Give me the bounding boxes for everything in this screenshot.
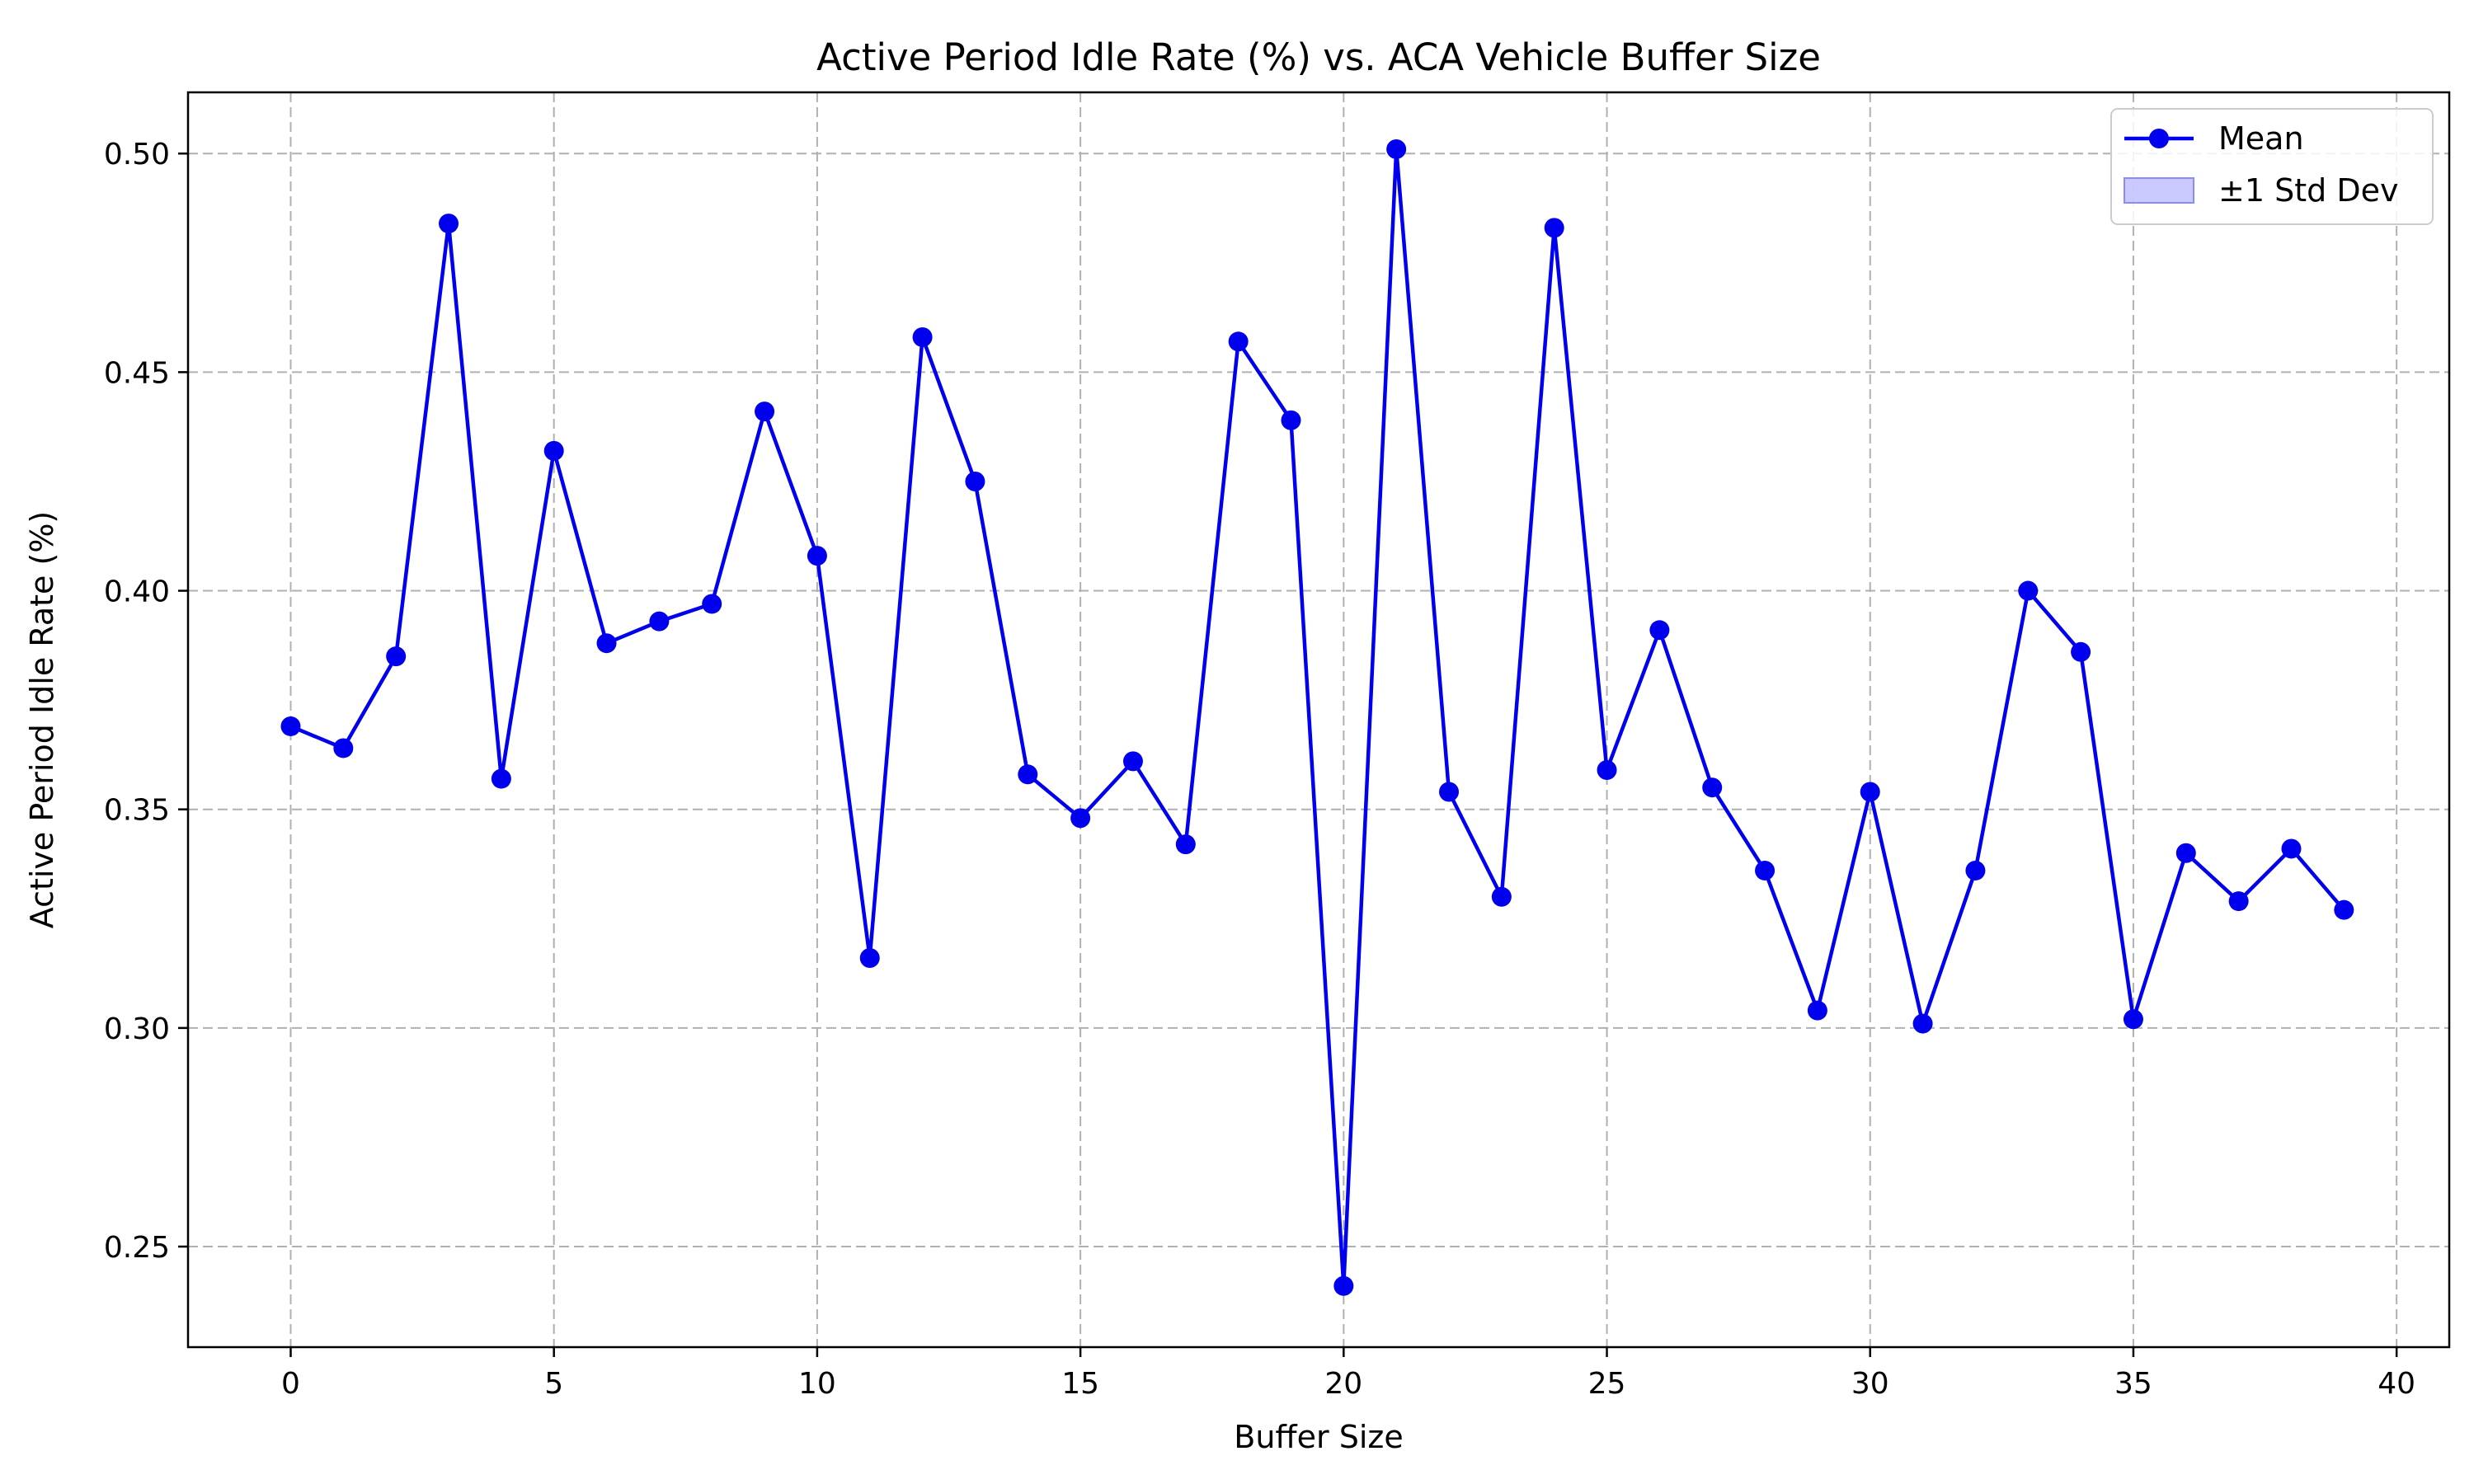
chart-title: Active Period Idle Rate (%) vs. ACA Vehi… <box>816 35 1821 79</box>
data-point <box>1965 860 1986 881</box>
y-tick-label: 0.40 <box>104 575 170 609</box>
legend: Mean ±1 Std Dev <box>2110 108 2434 225</box>
data-point <box>1175 834 1196 855</box>
y-axis-label: Active Period Idle Rate (%) <box>24 511 60 929</box>
data-point <box>439 214 459 234</box>
data-point <box>1386 139 1407 159</box>
data-point <box>2018 580 2039 601</box>
data-point <box>333 738 354 758</box>
data-point <box>1912 1013 1933 1034</box>
x-tick-label: 10 <box>798 1367 836 1401</box>
axes-frame <box>186 91 2451 1349</box>
data-point <box>2071 641 2091 662</box>
data-point <box>1228 331 1249 352</box>
x-tick-label: 20 <box>1324 1367 1362 1401</box>
x-tick-label: 35 <box>2114 1367 2152 1401</box>
x-tick-label: 5 <box>544 1367 563 1401</box>
series-line-mean <box>289 147 2346 1289</box>
data-point <box>1018 764 1038 785</box>
legend-mean-swatch-marker <box>2149 129 2169 148</box>
data-point <box>702 594 722 614</box>
data-point <box>1597 759 1617 780</box>
y-tick-label: 0.35 <box>104 794 170 828</box>
data-point <box>1122 751 1143 772</box>
data-point <box>1544 218 1564 238</box>
grid <box>188 92 2449 1347</box>
data-point <box>1491 886 1512 907</box>
y-tick-label: 0.45 <box>104 356 170 390</box>
x-tick-label: 25 <box>1588 1367 1626 1401</box>
data-point <box>1702 777 1723 798</box>
data-point <box>1755 860 1776 881</box>
x-tick-label: 40 <box>2378 1367 2415 1401</box>
x-axis-label: Buffer Size <box>1234 1419 1403 1455</box>
data-point <box>280 716 301 736</box>
data-point <box>1333 1275 1354 1296</box>
data-point <box>2228 891 2249 912</box>
data-point <box>1807 1000 1827 1021</box>
data-point <box>912 326 933 347</box>
data-point <box>1281 410 1301 430</box>
legend-band-label: ±1 Std Dev <box>2218 172 2398 209</box>
plot-frame <box>186 91 2451 1349</box>
plot-area <box>280 139 2354 1296</box>
legend-mean-label: Mean <box>2218 120 2304 157</box>
data-point <box>649 611 670 632</box>
data-point <box>2175 843 2196 863</box>
y-tick-label: 0.50 <box>104 138 170 171</box>
x-tick-label: 15 <box>1061 1367 1099 1401</box>
data-point <box>807 546 827 566</box>
legend-band-swatch <box>2124 177 2194 204</box>
data-point <box>543 440 564 461</box>
data-point <box>1649 620 1670 641</box>
x-tick-label: 0 <box>281 1367 300 1401</box>
data-point <box>2281 838 2302 859</box>
data-point <box>1860 782 1880 802</box>
data-point <box>2334 899 2354 920</box>
data-point <box>1070 808 1091 829</box>
data-point <box>859 948 880 969</box>
data-point <box>596 633 617 654</box>
data-point <box>755 402 775 422</box>
data-point <box>1439 782 1460 802</box>
data-point <box>491 768 511 789</box>
data-point <box>386 646 407 667</box>
data-point <box>2123 1009 2143 1030</box>
x-tick-label: 30 <box>1851 1367 1889 1401</box>
data-point <box>965 471 985 491</box>
axis-ticks: 0 5 10 15 20 25 30 35 40 0.25 0.30 0.35 0.40 0.45 0.50 <box>104 138 2415 1401</box>
y-tick-label: 0.30 <box>104 1012 170 1046</box>
y-tick-label: 0.25 <box>104 1231 170 1265</box>
